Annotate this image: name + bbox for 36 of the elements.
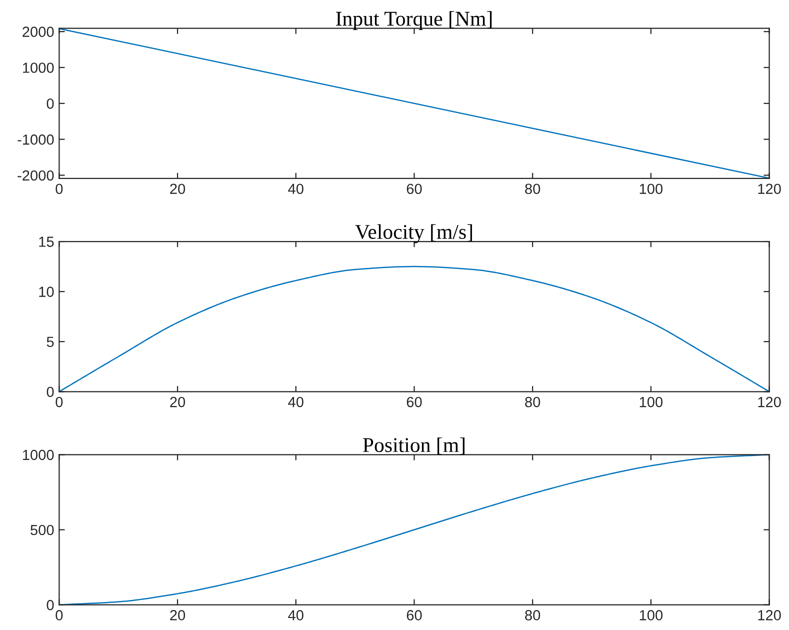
x-tick-label: 60 bbox=[406, 184, 422, 194]
x-tick-label: 60 bbox=[406, 610, 422, 620]
x-tick-label: 0 bbox=[56, 184, 63, 194]
x-tick-label: 80 bbox=[525, 184, 540, 194]
y-tick-label: 10 bbox=[39, 286, 54, 297]
x-tick-label: 120 bbox=[758, 396, 781, 408]
x-tick-label: 40 bbox=[288, 396, 304, 408]
x-tick-label: 0 bbox=[56, 610, 63, 620]
y-tick-label: 0 bbox=[46, 98, 54, 109]
x-tick-label: 100 bbox=[640, 396, 663, 408]
x-tick-label: 40 bbox=[288, 610, 304, 620]
y-tick-label: 0 bbox=[46, 600, 54, 610]
y-tick-label: 15 bbox=[39, 236, 54, 247]
y-tick-label: 1000 bbox=[22, 450, 54, 460]
x-tick-label: 120 bbox=[758, 610, 781, 620]
chart-title: Position [m] bbox=[363, 437, 464, 455]
y-tick-label: -2000 bbox=[18, 170, 54, 181]
x-tick-label: 0 bbox=[56, 396, 63, 408]
x-tick-label: 20 bbox=[170, 184, 186, 194]
y-tick-label: 2000 bbox=[22, 26, 54, 38]
x-tick-label: 60 bbox=[406, 396, 422, 408]
x-tick-label: 80 bbox=[525, 396, 540, 408]
y-tick-label: 1000 bbox=[22, 62, 54, 73]
y-tick-label: 0 bbox=[46, 386, 54, 398]
x-tick-label: 20 bbox=[170, 610, 186, 620]
x-tick-label: 80 bbox=[525, 610, 540, 620]
x-tick-label: 100 bbox=[640, 184, 663, 194]
y-tick-label: 500 bbox=[30, 524, 54, 536]
y-tick-label: -1000 bbox=[18, 134, 54, 145]
x-tick-label: 20 bbox=[170, 396, 186, 408]
x-tick-label: 100 bbox=[640, 610, 663, 620]
y-tick-label: 5 bbox=[46, 336, 54, 348]
x-tick-label: 120 bbox=[758, 184, 781, 194]
x-tick-label: 40 bbox=[288, 184, 304, 194]
chart-title: Velocity [m/s] bbox=[355, 224, 472, 244]
chart-title: Input Torque [Nm] bbox=[336, 11, 492, 30]
